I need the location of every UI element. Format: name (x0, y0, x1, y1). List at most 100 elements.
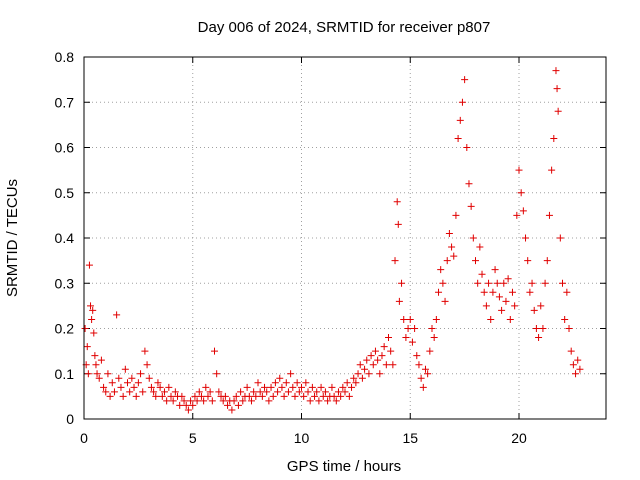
data-point (443, 257, 451, 265)
data-point (498, 306, 506, 314)
data-point (365, 370, 373, 378)
data-point (106, 392, 114, 400)
data-point (561, 315, 569, 323)
data-point (424, 370, 432, 378)
data-point (352, 379, 360, 387)
data-point (92, 361, 100, 369)
data-point (187, 397, 195, 405)
chart-title: Day 006 of 2024, SRMTID for receiver p80… (198, 19, 491, 36)
data-point (104, 370, 112, 378)
data-point (567, 347, 575, 355)
data-point (245, 392, 253, 400)
y-tick-label: 0 (66, 411, 74, 427)
data-point (328, 383, 336, 391)
data-point (487, 315, 495, 323)
data-point (302, 379, 310, 387)
data-point (361, 365, 369, 373)
y-tick-label: 0.5 (55, 185, 75, 201)
data-point (169, 397, 177, 405)
data-point (389, 361, 397, 369)
data-point (202, 383, 210, 391)
data-point (400, 315, 408, 323)
data-point (300, 392, 308, 400)
data-point (228, 406, 236, 414)
data-point (452, 211, 460, 219)
data-point (154, 379, 162, 387)
data-point (206, 388, 214, 396)
data-point (182, 401, 190, 409)
data-point (243, 383, 251, 391)
y-tick-label: 0.2 (55, 321, 75, 337)
data-point (539, 325, 547, 332)
data-point (369, 361, 377, 369)
data-point (280, 392, 288, 400)
data-point (221, 392, 229, 400)
data-point (556, 234, 564, 242)
data-point (343, 379, 351, 387)
data-point (441, 297, 449, 305)
data-point (387, 347, 395, 355)
data-point (317, 383, 325, 391)
y-axis-label: SRMTID / TECUs (4, 179, 21, 297)
data-point (219, 397, 227, 405)
data-point (81, 325, 89, 332)
data-point (456, 116, 464, 124)
data-point (432, 315, 440, 323)
data-point (334, 388, 342, 396)
data-point (528, 279, 536, 287)
data-point (391, 257, 399, 265)
data-point (263, 388, 271, 396)
data-point (550, 134, 558, 142)
data-point (393, 198, 401, 206)
data-point (339, 383, 347, 391)
data-points (81, 67, 584, 414)
data-point (541, 279, 549, 287)
grid (84, 57, 606, 419)
data-point (137, 370, 145, 378)
data-point (85, 261, 93, 269)
y-tick-label: 0.7 (55, 94, 75, 110)
data-point (234, 401, 242, 409)
data-point (93, 370, 101, 378)
data-point (211, 347, 218, 355)
data-point (367, 352, 375, 360)
data-point (193, 397, 201, 405)
data-point (88, 315, 96, 323)
data-point (113, 311, 121, 319)
data-point (291, 392, 299, 400)
data-point (147, 383, 155, 391)
data-point (167, 392, 175, 400)
data-point (491, 266, 499, 274)
data-point (130, 383, 138, 391)
data-point (200, 397, 208, 405)
data-point (145, 374, 153, 382)
data-point (311, 392, 319, 400)
data-point (313, 388, 321, 396)
data-point (184, 406, 192, 414)
data-point (404, 325, 412, 332)
data-point (545, 211, 553, 219)
data-point (208, 397, 216, 405)
data-point (269, 392, 277, 400)
data-point (500, 279, 508, 287)
data-point (522, 234, 530, 242)
data-point (330, 392, 338, 400)
data-point (408, 338, 416, 346)
data-point (382, 361, 390, 369)
data-point (411, 325, 419, 332)
data-point (421, 365, 429, 373)
data-point (454, 134, 462, 142)
data-point (165, 383, 173, 391)
data-point (134, 379, 142, 387)
y-tick-label: 0.4 (55, 230, 75, 246)
data-point (215, 388, 223, 396)
data-point (350, 374, 358, 382)
data-point (559, 279, 566, 287)
data-point (519, 207, 527, 215)
data-point (450, 252, 458, 260)
data-point (213, 370, 221, 378)
data-point (419, 383, 427, 391)
data-point (572, 370, 580, 378)
data-point (156, 383, 164, 391)
